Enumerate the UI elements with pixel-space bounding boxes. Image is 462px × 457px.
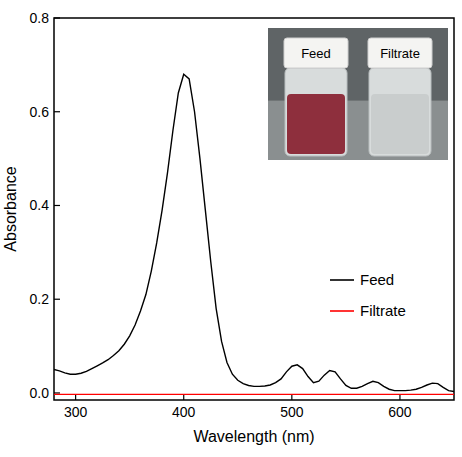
inset-label: Feed [301, 46, 331, 61]
y-axis-title: Absorbance [2, 166, 19, 251]
chart: 300 400 500 600 0.0 0.2 0.4 0.6 0.8 Wavelength (n… [0, 0, 462, 457]
x-axis-title: Wavelength (nm) [193, 428, 314, 445]
vial-liquid [287, 94, 345, 154]
vial-glass [285, 68, 347, 156]
y-tick [54, 205, 60, 206]
x-tick-label: 400 [172, 404, 196, 420]
y-tick [54, 17, 60, 18]
x-tick-label: 600 [388, 404, 412, 420]
y-tick-label: 0.4 [30, 197, 50, 213]
x-tick-label: 500 [280, 404, 304, 420]
photo-background [268, 28, 448, 160]
frame [54, 18, 454, 400]
legend-swatch [330, 310, 354, 312]
vial-cap [368, 38, 432, 68]
series-line [54, 394, 454, 395]
y-tick-label: 0.8 [30, 10, 50, 26]
y-tick-label: 0.6 [30, 104, 50, 120]
vial-glass [369, 68, 431, 156]
y-tick-label: 0.2 [30, 291, 50, 307]
legend-label: Filtrate [360, 302, 406, 319]
vial-cap [284, 38, 348, 68]
legend-label: Feed [360, 271, 394, 288]
y-tick [54, 111, 60, 112]
y-tick-label: 0.0 [30, 385, 50, 401]
series-line [54, 74, 454, 391]
legend-swatch [330, 279, 354, 281]
x-tick-label: 300 [64, 404, 88, 420]
y-tick [54, 392, 60, 393]
inset-photo: Feed Filtrate [268, 28, 448, 160]
inset-label: Filtrate [380, 46, 420, 61]
plot-area [54, 74, 454, 394]
vial-liquid [371, 94, 429, 154]
y-tick [54, 299, 60, 300]
